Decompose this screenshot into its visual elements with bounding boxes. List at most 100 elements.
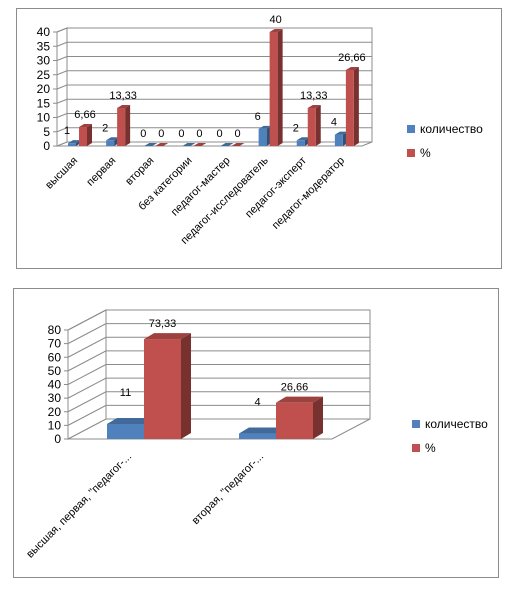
legend-label-count: количество bbox=[425, 417, 488, 431]
data-label: 26,66 bbox=[338, 52, 366, 64]
data-label: 6,66 bbox=[74, 109, 95, 121]
bar-side bbox=[315, 105, 321, 146]
gridline-side bbox=[67, 323, 107, 345]
legend-label-count: количество bbox=[420, 122, 483, 136]
bar-front bbox=[307, 108, 316, 146]
data-label: 13,33 bbox=[300, 90, 328, 102]
legend-item-percent-2: % bbox=[412, 441, 436, 455]
bar-percent-без-категории bbox=[193, 143, 207, 146]
data-label: 0 bbox=[158, 128, 164, 140]
gridline-side bbox=[56, 127, 68, 133]
gridline-side bbox=[67, 404, 107, 426]
gridline-side bbox=[67, 309, 107, 331]
bar-percent-высшая bbox=[79, 124, 92, 146]
bar-top bbox=[106, 137, 120, 141]
bar-front bbox=[79, 127, 87, 146]
bar-side bbox=[277, 29, 283, 146]
gridline-side bbox=[56, 84, 68, 90]
category-label-вторая: вторая bbox=[123, 155, 156, 188]
gridline-side bbox=[56, 98, 68, 104]
gridline-side bbox=[67, 364, 107, 385]
data-label: 2 bbox=[102, 122, 108, 134]
bar-top bbox=[296, 137, 310, 141]
y-tick-label: 60 bbox=[48, 350, 62, 364]
bar-top bbox=[239, 427, 286, 434]
bar-side bbox=[87, 124, 92, 146]
legend-label-percent: % bbox=[420, 146, 431, 160]
bar-flat bbox=[231, 143, 245, 146]
bar-top bbox=[107, 418, 154, 425]
y-tick-label: 0 bbox=[43, 139, 50, 153]
data-label: 26,66 bbox=[281, 382, 309, 394]
bar-percent-педагог-модератор bbox=[345, 67, 359, 146]
legend-item-count-1: количество bbox=[407, 122, 483, 136]
bar-front bbox=[296, 140, 305, 146]
bar-front bbox=[107, 424, 144, 439]
bar-flat bbox=[155, 143, 169, 146]
data-label: 0 bbox=[216, 128, 222, 140]
bar-flat bbox=[182, 143, 196, 146]
gridline-side bbox=[56, 70, 68, 76]
data-label: 0 bbox=[140, 128, 146, 140]
data-label: 0 bbox=[178, 128, 184, 140]
y-tick-label: 15 bbox=[37, 96, 51, 110]
bar-flat bbox=[193, 143, 207, 146]
legend-item-count-2: количество bbox=[412, 417, 488, 431]
bar-side bbox=[353, 67, 359, 146]
bar-front bbox=[239, 433, 276, 439]
bar-front bbox=[258, 128, 267, 146]
y-tick-label: 10 bbox=[48, 418, 62, 432]
gridline-side bbox=[56, 56, 68, 61]
data-label: 6 bbox=[255, 111, 261, 123]
gridline-side bbox=[56, 41, 68, 47]
bar-front bbox=[345, 70, 354, 146]
y-tick-label: 20 bbox=[48, 405, 62, 419]
bar-front bbox=[117, 108, 126, 146]
bar-percent-первая bbox=[117, 105, 131, 146]
bar-top bbox=[258, 125, 272, 129]
y-tick-label: 40 bbox=[48, 378, 62, 392]
legend-item-percent-1: % bbox=[407, 146, 431, 160]
gridline-side bbox=[67, 391, 107, 413]
legend-swatch-percent bbox=[407, 149, 415, 157]
data-label: 13,33 bbox=[109, 90, 137, 102]
category-label-педагог-модератор: педагог-модератор bbox=[270, 155, 347, 232]
data-label: 2 bbox=[293, 122, 299, 134]
legend-swatch-percent bbox=[412, 444, 420, 452]
bar-percent-вторая bbox=[155, 143, 169, 146]
y-tick-label: 10 bbox=[37, 111, 51, 125]
bar-percent-педагог-исследователь bbox=[269, 29, 283, 146]
bar-percent-вторая-педагог bbox=[276, 396, 323, 439]
bar-percent-высшая-первая-педагог bbox=[144, 333, 191, 439]
legend-swatch-count bbox=[407, 125, 415, 133]
bar-count-вторая bbox=[144, 143, 158, 146]
category-label-первая: первая bbox=[84, 155, 118, 189]
bar-front bbox=[269, 32, 278, 146]
bar-front bbox=[68, 143, 76, 146]
y-tick-label: 35 bbox=[37, 39, 51, 53]
y-tick-label: 70 bbox=[48, 337, 62, 351]
bar-percent-педагог-мастер bbox=[231, 143, 245, 146]
legend-label-percent: % bbox=[425, 441, 436, 455]
category-label-высшая-первая-педагог: высшая, первая, "педагог-... bbox=[24, 451, 134, 561]
y-tick-label: 30 bbox=[37, 54, 51, 68]
y-tick-label: 40 bbox=[37, 25, 51, 39]
y-tick-label: 5 bbox=[43, 125, 50, 139]
y-tick-label: 20 bbox=[37, 82, 51, 96]
bar-flat bbox=[220, 143, 234, 146]
bar-top bbox=[79, 124, 92, 128]
data-label: 1 bbox=[64, 125, 70, 137]
data-label: 4 bbox=[331, 117, 337, 129]
bar-count-педагог-мастер bbox=[220, 143, 234, 146]
bar-front bbox=[106, 140, 115, 146]
category-label-вторая-педагог: вторая, "педагог-... bbox=[190, 451, 266, 527]
chart-panel-2: 0 10 20 30 40 50 60 70 80 11 73,33 высшая, первая, … bbox=[13, 288, 499, 578]
data-label: 0 bbox=[234, 128, 240, 140]
bar-top bbox=[68, 140, 81, 144]
gridline-side bbox=[67, 350, 107, 372]
bar-top bbox=[345, 67, 359, 71]
gridline-side bbox=[56, 27, 68, 33]
y-tick-label: 30 bbox=[48, 391, 62, 405]
bar-front bbox=[276, 402, 313, 439]
